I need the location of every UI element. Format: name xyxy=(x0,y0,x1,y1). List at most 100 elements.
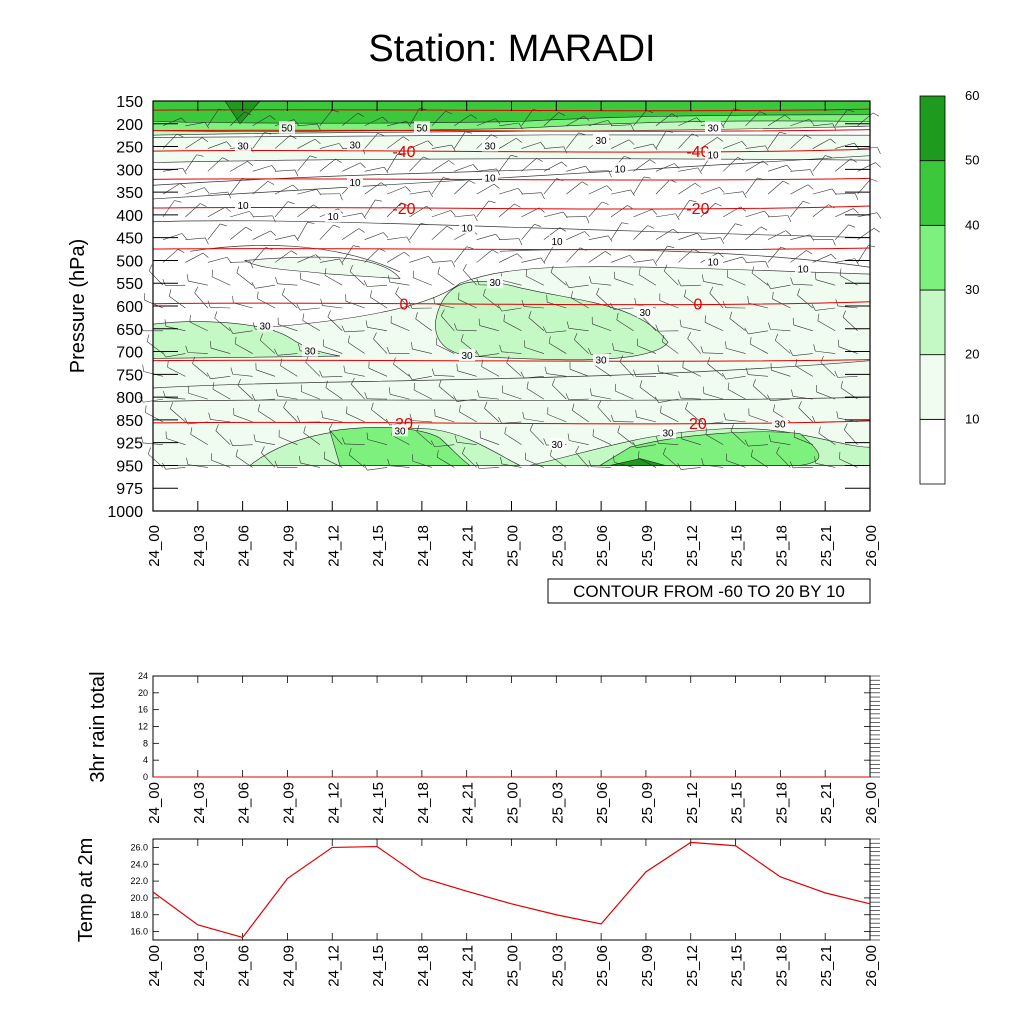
temperature-contour-line xyxy=(152,129,871,132)
wind-barb-flag xyxy=(810,169,814,177)
wind-barb-flag xyxy=(789,349,794,356)
wind-barb-flag xyxy=(596,287,600,295)
x-tick-label: 24_09 xyxy=(280,782,297,824)
wind-barb-flag xyxy=(196,154,204,157)
wind-barb-flag xyxy=(438,379,442,387)
wind-barb xyxy=(745,160,763,172)
wind-barb xyxy=(812,188,833,195)
wind-barb xyxy=(857,162,876,172)
wind-barb-flag xyxy=(707,356,711,364)
wind-barb-flag xyxy=(722,372,727,380)
wind-barb xyxy=(255,440,276,445)
wind-barb xyxy=(364,248,380,263)
wind-barb xyxy=(165,467,186,470)
temperature-contour-label: 0 xyxy=(399,297,408,314)
wind-barb xyxy=(462,453,477,468)
wind-barb xyxy=(483,295,500,309)
wind-barb-flag xyxy=(251,394,256,401)
wind-barb-flag xyxy=(343,365,346,373)
wind-barb xyxy=(815,350,836,354)
wind-barb xyxy=(185,187,205,195)
wind-barb-flag xyxy=(517,188,523,194)
x-tick-label: 25_15 xyxy=(729,945,746,987)
wind-barb xyxy=(547,301,567,309)
wind-barb-flag xyxy=(163,390,166,398)
wind-barb-flag xyxy=(597,400,602,408)
wind-barb-flag xyxy=(357,112,365,117)
wind-barb-flag xyxy=(148,264,153,271)
wind-barb xyxy=(322,417,343,423)
x-tick-label: 24_06 xyxy=(236,782,253,824)
pressure-tick-label: 350 xyxy=(116,185,143,202)
fill-contour-label: 30 xyxy=(484,142,496,153)
contour-label-bg xyxy=(459,349,475,362)
wind-barb xyxy=(611,254,630,263)
wind-barb-flag xyxy=(647,225,655,229)
wind-barb xyxy=(278,436,298,445)
wind-barb-flag xyxy=(536,157,543,162)
page-title: Station: MARADI xyxy=(368,28,656,70)
wind-barb-flag xyxy=(168,289,172,297)
wind-barb-flag xyxy=(752,379,756,386)
x-tick-label: 25_00 xyxy=(505,945,522,987)
wind-barb xyxy=(436,344,455,354)
wind-barb xyxy=(639,386,657,400)
wind-barb-flag xyxy=(624,155,631,159)
contour-info-label: CONTOUR FROM -60 TO 20 BY 10 xyxy=(573,582,845,601)
wind-barb xyxy=(745,111,760,126)
pressure-tick-label: 400 xyxy=(116,208,143,225)
wind-barb-flag xyxy=(448,160,455,165)
wind-barb-flag xyxy=(272,215,276,223)
wind-barb-flag xyxy=(789,461,794,468)
fill-contour-line xyxy=(152,155,871,200)
wind-barb xyxy=(704,322,724,332)
wind-barb-flag xyxy=(397,153,405,156)
wind-barb xyxy=(795,365,813,377)
wind-barb xyxy=(409,223,422,240)
wind-barb-flag xyxy=(689,200,697,203)
wind-barb-flag xyxy=(842,310,846,318)
wind-barb xyxy=(319,143,340,149)
wind-barb-flag xyxy=(876,212,882,219)
contour-label-bg xyxy=(795,262,811,275)
wind-barb xyxy=(391,435,410,445)
wind-barb xyxy=(344,443,365,445)
wind-barb-flag xyxy=(559,227,566,232)
wind-barb-flag xyxy=(805,134,812,139)
wind-barb-flag xyxy=(522,411,525,419)
wind-barb xyxy=(207,141,227,149)
wind-barb xyxy=(723,141,742,149)
fill-contour-line xyxy=(152,220,871,239)
wind-barb-flag xyxy=(677,279,682,287)
wind-barb xyxy=(297,188,317,195)
wind-barb-flag xyxy=(639,380,643,388)
wind-barb-flag xyxy=(543,438,547,446)
wind-barb-flag xyxy=(257,404,260,412)
wind-barb xyxy=(771,369,791,377)
wind-barb-flag xyxy=(420,222,428,226)
wind-barb xyxy=(591,282,612,286)
wind-barb-flag xyxy=(369,290,373,298)
wind-barb-flag xyxy=(516,253,523,259)
wind-barb xyxy=(592,323,612,332)
wind-barb-flag xyxy=(637,451,640,459)
rain-frame xyxy=(152,675,871,778)
wind-barb-flag xyxy=(194,286,199,294)
wind-barb-flag xyxy=(332,109,339,113)
wind-barb xyxy=(305,361,321,377)
contour-label-bg xyxy=(414,121,430,134)
humidity-fill-region xyxy=(329,427,471,466)
wind-barb-flag xyxy=(499,345,502,352)
wind-barb xyxy=(566,132,579,149)
wind-barb xyxy=(812,123,833,127)
wind-barb xyxy=(211,276,231,286)
wind-barb xyxy=(767,215,788,218)
wind-barb xyxy=(187,352,208,354)
temperature-contour-label: -20 xyxy=(392,201,415,218)
wind-barb xyxy=(324,274,343,286)
wind-barb-flag xyxy=(850,158,857,163)
y-tick-label: 20 xyxy=(138,688,148,698)
wind-barb-flag xyxy=(745,367,749,375)
wind-barb-flag xyxy=(230,367,234,375)
contour-info-box xyxy=(547,578,871,604)
